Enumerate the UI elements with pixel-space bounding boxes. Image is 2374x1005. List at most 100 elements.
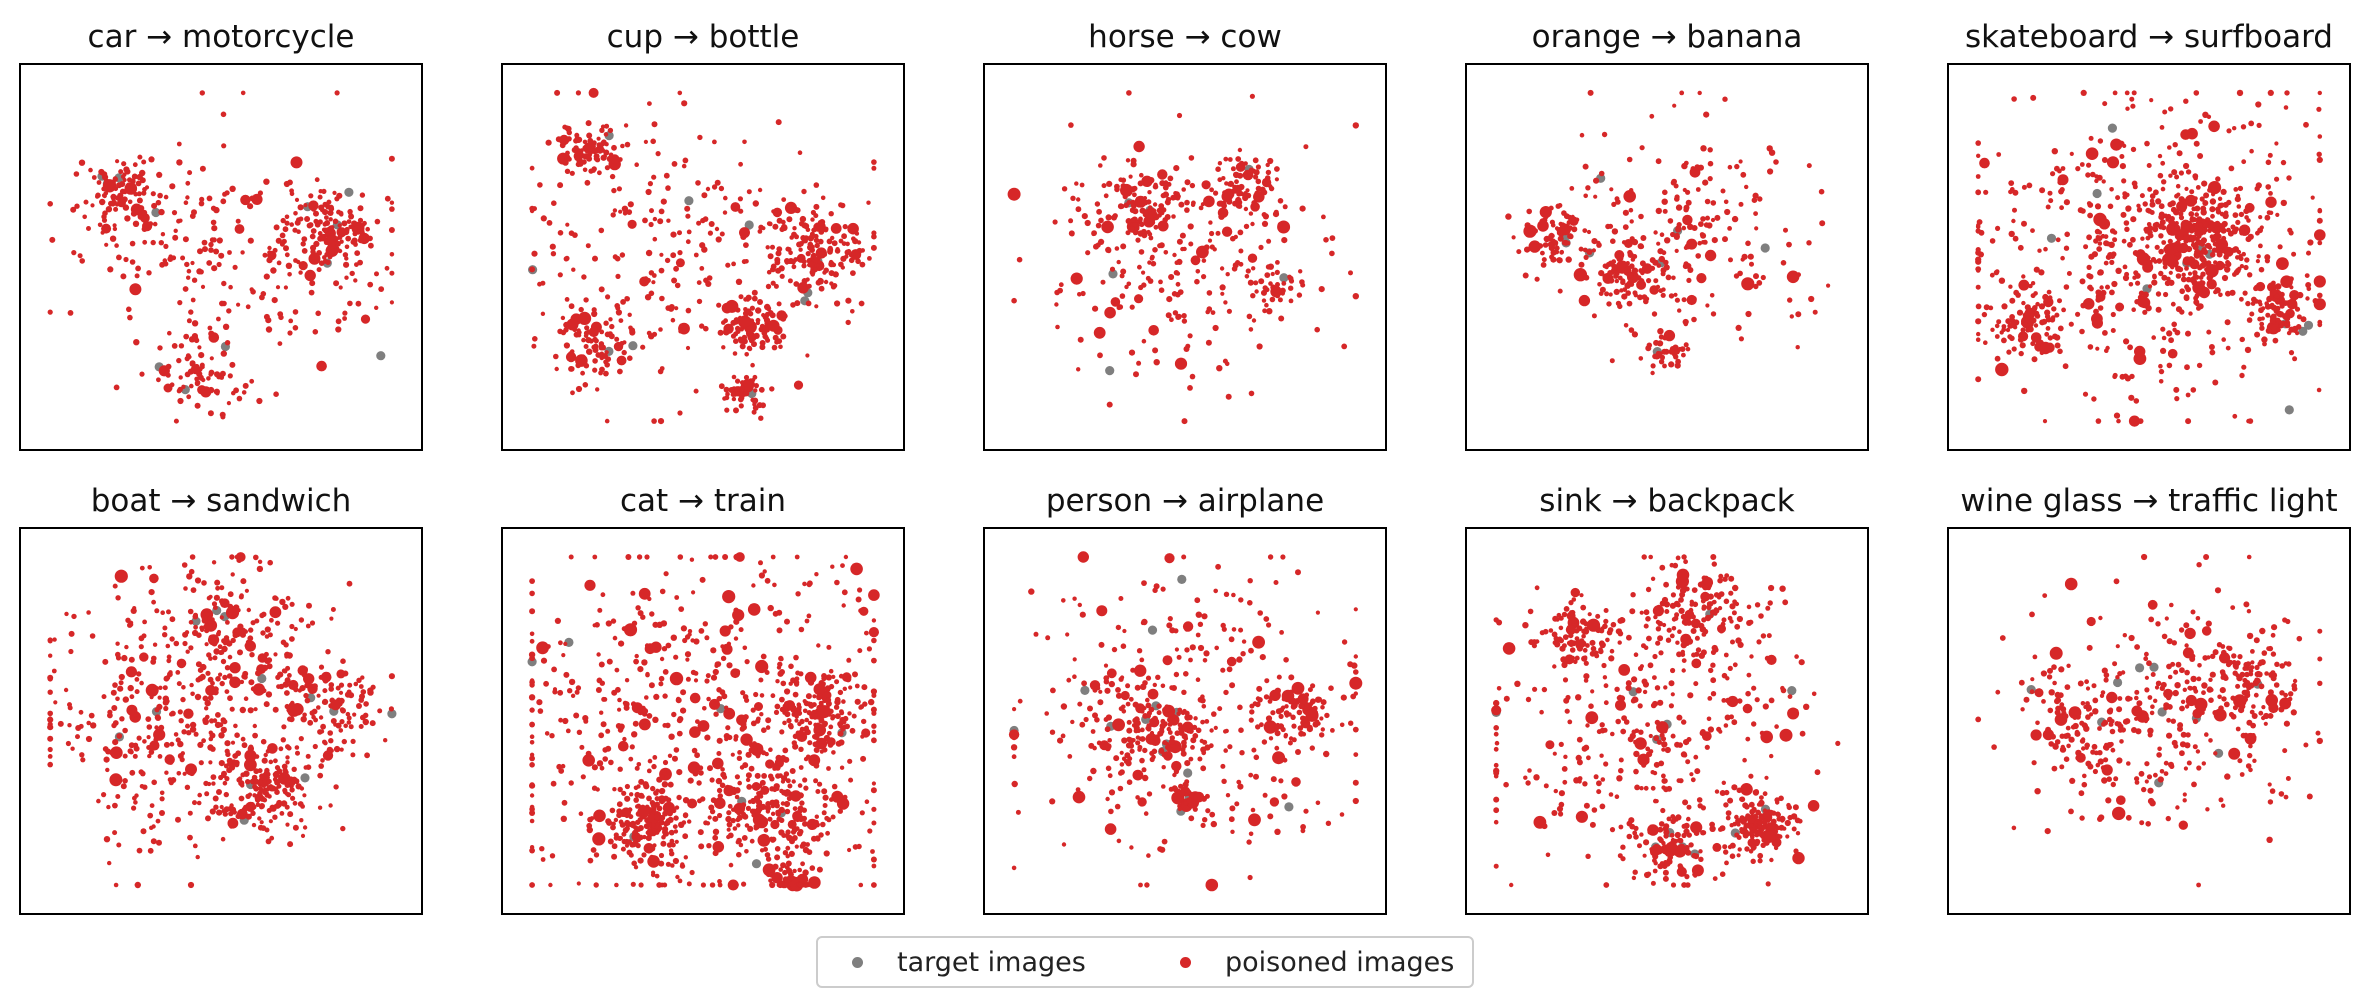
- poisoned-point: [623, 123, 629, 128]
- poisoned-point: [774, 339, 780, 345]
- poisoned-point: [295, 750, 300, 756]
- poisoned-point: [540, 857, 546, 862]
- poisoned-point: [1539, 218, 1546, 225]
- poisoned-point: [1621, 240, 1627, 245]
- poisoned-point: [267, 250, 272, 255]
- poisoned-point: [1734, 163, 1740, 170]
- poisoned-point: [867, 256, 872, 261]
- poisoned-point: [122, 696, 129, 703]
- poisoned-point: [70, 206, 77, 213]
- poisoned-point: [282, 603, 289, 611]
- poisoned-point: [132, 753, 138, 759]
- poisoned-point: [2224, 319, 2231, 326]
- poisoned-point: [1187, 385, 1193, 391]
- poisoned-point: [346, 219, 352, 225]
- poisoned-point: [2162, 109, 2168, 115]
- poisoned-point: [2184, 364, 2190, 371]
- poisoned-point: [1738, 336, 1744, 342]
- poisoned-point: [273, 770, 280, 777]
- poisoned-point: [1245, 268, 1251, 274]
- poisoned-point: [163, 261, 169, 267]
- poisoned-point: [1704, 198, 1711, 205]
- poisoned-point: [1658, 288, 1664, 294]
- poisoned-point: [751, 409, 757, 415]
- poisoned-point: [1675, 358, 1681, 365]
- poisoned-point: [1184, 207, 1190, 213]
- poisoned-point: [1768, 149, 1776, 156]
- poisoned-point: [1236, 191, 1242, 197]
- poisoned-point: [122, 177, 127, 183]
- poisoned-point: [1221, 176, 1226, 181]
- poisoned-point: [609, 807, 616, 814]
- poisoned-point: [105, 748, 112, 755]
- poisoned-point: [1975, 140, 1981, 146]
- poisoned-point: [2109, 253, 2116, 259]
- poisoned-point: [685, 676, 691, 682]
- poisoned-point: [1282, 204, 1288, 210]
- poisoned-point: [567, 688, 573, 694]
- poisoned-point: [239, 679, 245, 685]
- target-point: [2107, 123, 2117, 133]
- poisoned-point: [753, 823, 760, 830]
- poisoned-point: [169, 636, 175, 642]
- poisoned-point: [1620, 279, 1626, 285]
- poisoned-point: [215, 585, 221, 591]
- poisoned-point: [1253, 191, 1265, 203]
- poisoned-point: [329, 249, 335, 256]
- poisoned-point: [780, 333, 787, 340]
- poisoned-point: [169, 741, 175, 747]
- poisoned-point: [171, 343, 178, 349]
- poisoned-point: [719, 625, 731, 637]
- poisoned-point: [750, 707, 756, 713]
- poisoned-point: [743, 390, 750, 397]
- poisoned-point: [784, 618, 790, 625]
- poisoned-point: [2174, 193, 2179, 199]
- poisoned-point: [800, 235, 807, 241]
- poisoned-point: [574, 132, 580, 138]
- poisoned-point: [604, 350, 609, 355]
- poisoned-point: [283, 642, 289, 648]
- poisoned-point: [827, 245, 833, 251]
- poisoned-point: [802, 581, 807, 587]
- poisoned-point: [127, 314, 133, 321]
- poisoned-point: [2038, 269, 2045, 276]
- poisoned-point: [1281, 281, 1287, 286]
- poisoned-point: [1818, 188, 1825, 195]
- poisoned-point: [308, 289, 315, 296]
- poisoned-point: [2199, 256, 2204, 261]
- poisoned-point: [348, 724, 354, 730]
- poisoned-point: [1586, 229, 1592, 235]
- poisoned-point: [834, 679, 840, 685]
- poisoned-point: [156, 839, 162, 846]
- poisoned-point: [711, 701, 718, 707]
- poisoned-point: [2201, 230, 2207, 235]
- poisoned-point: [871, 637, 877, 644]
- poisoned-point: [1093, 326, 1106, 339]
- poisoned-point: [2180, 129, 2191, 140]
- poisoned-point: [192, 800, 197, 806]
- poisoned-point: [825, 830, 830, 836]
- poisoned-point: [717, 793, 723, 799]
- poisoned-point: [1633, 293, 1639, 298]
- poisoned-point: [259, 612, 265, 619]
- axes-frame: [19, 63, 423, 451]
- poisoned-point: [269, 617, 274, 623]
- poisoned-point: [2011, 96, 2017, 102]
- target-point: [387, 709, 397, 719]
- target-point: [744, 220, 754, 230]
- poisoned-point: [641, 708, 649, 715]
- poisoned-point: [772, 582, 777, 588]
- poisoned-point: [1722, 236, 1728, 243]
- poisoned-point: [714, 797, 726, 809]
- poisoned-point: [679, 863, 686, 869]
- poisoned-point: [113, 206, 119, 212]
- poisoned-point: [798, 626, 805, 633]
- poisoned-point: [842, 224, 848, 230]
- poisoned-point: [1258, 278, 1265, 285]
- poisoned-point: [782, 720, 787, 726]
- poisoned-point: [778, 344, 783, 350]
- poisoned-point: [1255, 185, 1262, 192]
- poisoned-point: [821, 810, 827, 816]
- poisoned-point: [1645, 345, 1652, 352]
- poisoned-point: [568, 351, 573, 356]
